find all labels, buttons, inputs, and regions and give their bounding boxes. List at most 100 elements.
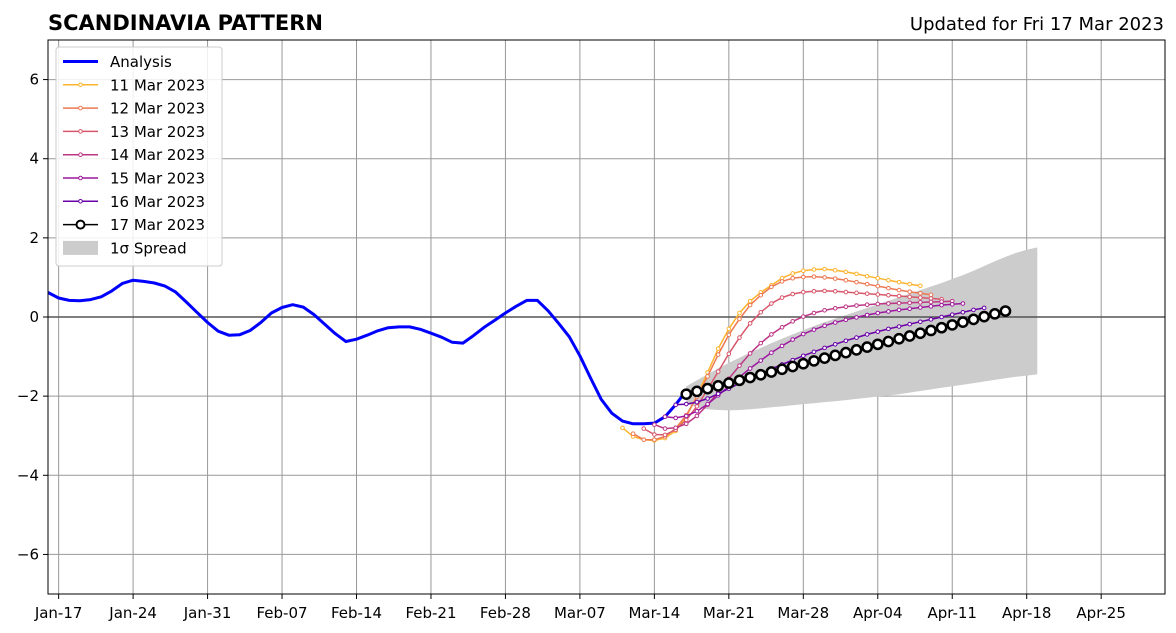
current-forecast-point (946, 319, 959, 331)
forecast-point (769, 301, 774, 306)
current-forecast-point (691, 385, 703, 398)
y-tick-label: −6 (17, 545, 39, 563)
forecast-point (683, 401, 689, 407)
forecast-point (875, 310, 881, 316)
current-forecast-point (818, 352, 831, 365)
legend-entry: 15 Mar 2023 (63, 170, 205, 188)
forecast-point (790, 319, 795, 324)
current-forecast-point (840, 346, 852, 359)
x-tick-label: Feb-28 (480, 604, 531, 622)
forecast-point (790, 337, 795, 342)
forecast-point (928, 296, 934, 301)
forecast-point (737, 310, 742, 316)
forecast-point (758, 358, 764, 363)
x-axis-ticks: Jan-17 Jan-24 Jan-31 Feb-07 Feb-14 Feb-21 Feb-… (34, 594, 1126, 622)
forecast-point (801, 353, 806, 359)
forecast-point (694, 399, 700, 405)
forecast-point (843, 277, 849, 283)
legend-marker (78, 152, 83, 157)
forecast-point (918, 290, 923, 296)
forecast-point (928, 299, 934, 305)
forecast-point (705, 401, 710, 407)
current-forecast-point (808, 355, 820, 367)
x-tick-label: Feb-14 (331, 604, 382, 622)
forecast-point (896, 307, 902, 313)
chart-title: SCANDINAVIA PATTERN (48, 11, 323, 35)
current-forecast-point (882, 335, 895, 348)
forecast-point (747, 302, 753, 308)
forecast-point (737, 316, 742, 322)
forecast-point (949, 312, 955, 317)
x-tick-label: Mar-07 (554, 604, 606, 622)
forecast-point (747, 351, 753, 356)
forecast-point (918, 300, 923, 305)
series-17-mar-2023 (680, 305, 1012, 401)
legend-marker (78, 129, 83, 134)
forecast-point (928, 292, 934, 298)
forecast-point (886, 309, 891, 314)
analysis-line (48, 278, 688, 426)
forecast-point (918, 319, 923, 325)
current-forecast-point (893, 332, 905, 345)
y-tick-label: 6 (29, 71, 39, 89)
current-forecast-point (722, 377, 735, 389)
legend-box (55, 46, 223, 267)
forecast-point (918, 295, 923, 300)
forecast-point (715, 346, 721, 351)
forecast-point (918, 283, 923, 289)
forecast-point (620, 425, 625, 431)
forecast-point (981, 305, 987, 311)
forecast-point (779, 343, 785, 349)
forecast-point (822, 266, 827, 272)
forecast-point (918, 305, 923, 310)
forecast-point (641, 437, 647, 442)
current-forecast-point (797, 357, 810, 370)
legend-entry: 14 Mar 2023 (63, 146, 205, 164)
current-forecast-point (680, 388, 693, 401)
forecast-point (801, 314, 806, 319)
forecast-point (801, 331, 806, 337)
forecast-point (960, 309, 966, 315)
current-forecast-point (733, 374, 746, 387)
x-tick-label: Apr-04 (853, 604, 903, 622)
forecast-point (864, 291, 870, 296)
forecast-point (886, 326, 891, 332)
forecast-point (705, 396, 710, 401)
forecast-point (737, 335, 742, 340)
current-forecast-point (999, 305, 1012, 317)
forecast-point (811, 327, 817, 332)
legend-marker (78, 175, 83, 181)
current-forecast-point (978, 310, 991, 323)
current-forecast-point (744, 371, 756, 384)
forecast-point (652, 437, 657, 442)
forecast-point (832, 276, 838, 281)
forecast-point (662, 414, 668, 420)
series-15-mar-2023 (662, 301, 966, 421)
current-forecast-point (861, 341, 873, 353)
forecast-point (832, 342, 838, 347)
forecast-point (949, 302, 955, 307)
forecast-point (726, 326, 732, 332)
current-forecast-point (957, 316, 969, 328)
legend-marker (78, 199, 83, 204)
forecast-point (694, 413, 700, 419)
current-forecast-point (850, 343, 863, 356)
forecast-point (843, 317, 849, 323)
x-tick-label: Apr-18 (1002, 604, 1052, 622)
forecast-point (758, 309, 764, 315)
forecast-point (801, 289, 806, 295)
forecast-point (790, 291, 795, 297)
forecast-point (790, 271, 795, 276)
legend-swatch (63, 240, 98, 255)
current-forecast-point (903, 330, 916, 342)
current-forecast-point (988, 307, 1001, 320)
forecast-point (747, 366, 753, 371)
current-forecast-point (871, 338, 884, 351)
forecast-point (811, 310, 817, 316)
forecast-point (864, 312, 870, 318)
forecast-point (801, 274, 806, 280)
legend-label: 16 Mar 2023 (110, 193, 205, 211)
x-tick-label: Feb-07 (257, 604, 308, 622)
forecast-point (779, 324, 785, 330)
forecast-point (907, 306, 912, 311)
